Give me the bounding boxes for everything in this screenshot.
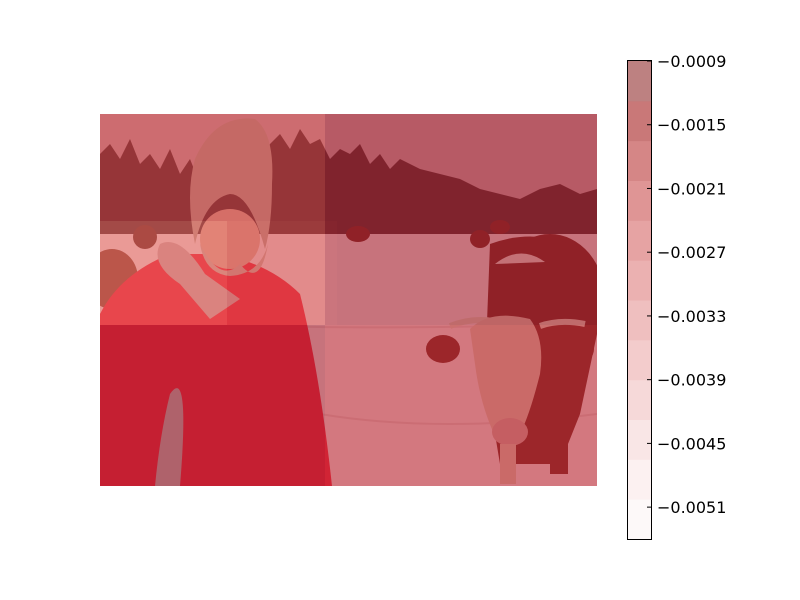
colorbar-band xyxy=(628,419,651,460)
colorbar-band xyxy=(628,140,651,181)
colorbar-tick-label: −0.0039 xyxy=(657,371,726,390)
heatmap-cell xyxy=(227,325,325,486)
colorbar-band xyxy=(628,499,651,540)
colorbar-frame xyxy=(627,60,652,540)
colorbar-band xyxy=(628,339,651,381)
colorbar-band xyxy=(628,379,651,420)
colorbar-band xyxy=(628,260,651,301)
heatmap-cell xyxy=(337,221,597,325)
colorbar-tick-label: −0.0033 xyxy=(657,307,726,326)
heatmap-cell xyxy=(325,221,337,325)
heatmap-image xyxy=(100,114,597,486)
heatmap-cell xyxy=(100,221,227,325)
colorbar-tick-label: −0.0015 xyxy=(657,116,726,135)
colorbar-tick-label: −0.0051 xyxy=(657,498,726,517)
heatmap-cell xyxy=(227,114,325,221)
heatmap-cell xyxy=(325,325,337,486)
colorbar-tick-label: −0.0027 xyxy=(657,243,726,262)
colorbar-band xyxy=(628,220,651,261)
colorbar-band xyxy=(628,180,651,221)
colorbar-band xyxy=(628,100,651,142)
colorbar-band xyxy=(628,300,651,341)
heatmap-cell xyxy=(100,114,227,221)
heatmap-cell xyxy=(100,325,227,486)
heatmap-cell xyxy=(337,325,597,486)
colorbar-band xyxy=(628,61,651,102)
colorbar-bands xyxy=(628,61,651,540)
colorbar-ticks: −0.0009 −0.0015 −0.0021 −0.0027 −0.0033 −0.00… xyxy=(647,52,726,517)
heatmap-overlay xyxy=(100,114,597,486)
colorbar-tick-label: −0.0021 xyxy=(657,179,726,198)
heatmap-cell xyxy=(337,114,597,221)
colorbar-tick-label: −0.0009 xyxy=(657,52,726,71)
colorbar-tick-label: −0.0045 xyxy=(657,434,726,453)
heatmap-cell xyxy=(325,114,337,221)
heatmap-cell xyxy=(227,221,325,325)
colorbar-band xyxy=(628,459,651,500)
